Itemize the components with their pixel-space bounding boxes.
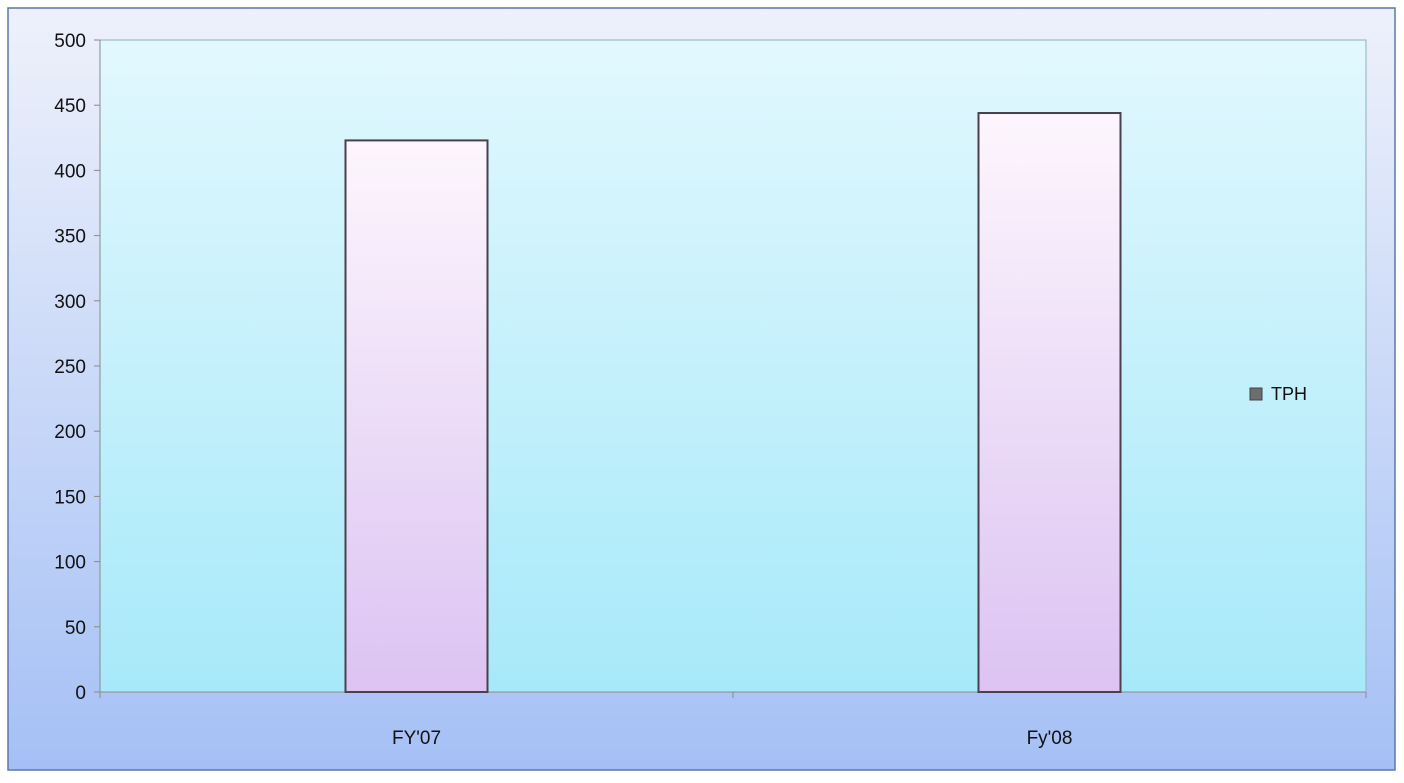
bar (977, 112, 1122, 694)
x-tick-label: Fy'08 (1027, 728, 1073, 749)
y-tick-label: 0 (75, 683, 86, 704)
y-tick-label: 450 (54, 96, 86, 117)
y-tick-label: 500 (54, 31, 86, 52)
legend-swatch-icon (1249, 387, 1263, 401)
legend: TPH (1249, 384, 1307, 404)
bar (344, 139, 489, 693)
y-tick-label: 400 (54, 161, 86, 182)
y-tick-label: 200 (54, 422, 86, 443)
x-axis: FY'07 Fy'08 (99, 691, 1367, 749)
y-tick-label: 50 (65, 618, 86, 639)
plot-area (99, 39, 1367, 693)
y-tick-label: 300 (54, 292, 86, 313)
legend-label: TPH (1271, 384, 1307, 404)
y-tick-label: 350 (54, 227, 86, 248)
bar-series (344, 112, 1122, 694)
y-tick-label: 250 (54, 357, 86, 378)
y-axis: 0 50 100 150 200 250 300 350 400 450 500 (54, 31, 101, 704)
y-tick-label: 150 (54, 487, 86, 508)
x-tick-label: FY'07 (392, 728, 441, 749)
y-tick-label: 100 (54, 553, 86, 574)
